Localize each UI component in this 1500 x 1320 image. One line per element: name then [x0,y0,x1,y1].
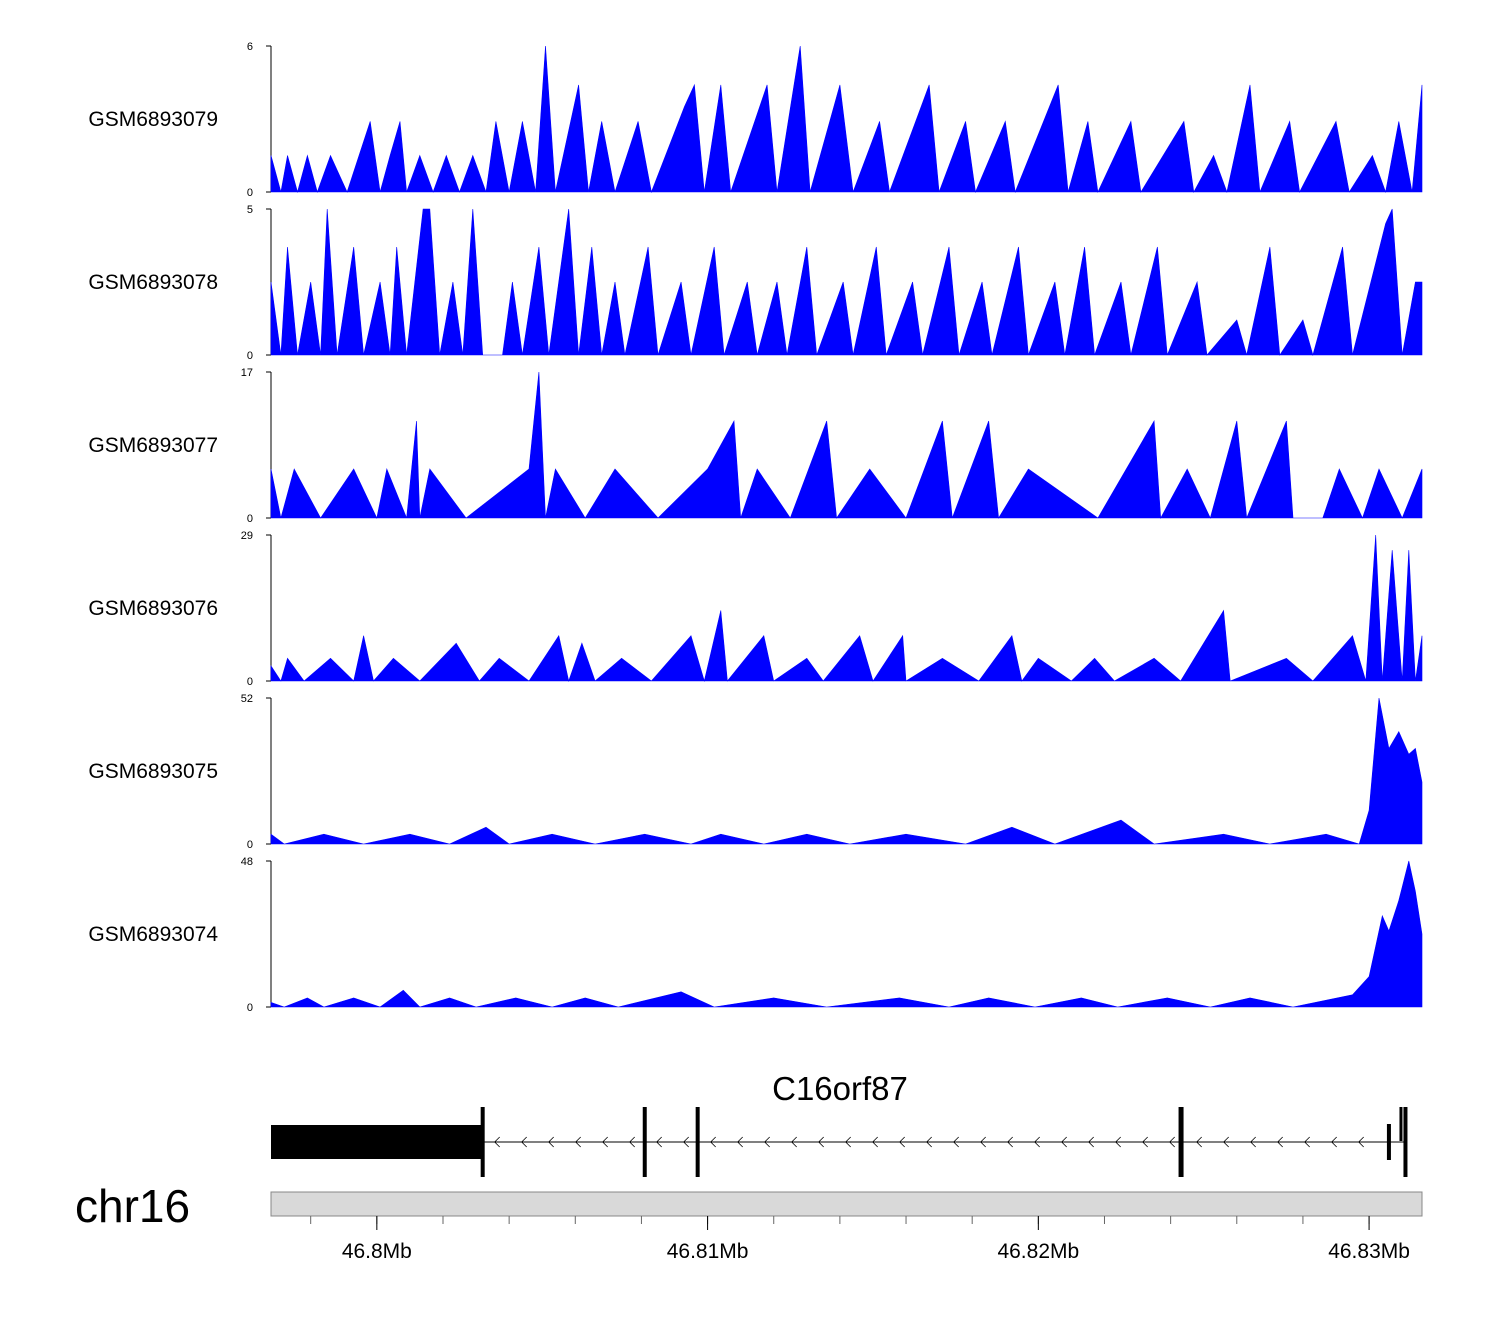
y-max-label: 48 [241,856,253,868]
chromosome-bar [270,1191,1423,1217]
y-min-label: 0 [247,513,253,525]
signal-area [270,534,1423,683]
y-max-label: 6 [247,41,253,53]
strand-arrow [764,1136,770,1148]
strand-arrow [656,1136,662,1148]
gene-track: C16orf87 [271,1070,1408,1177]
strand-arrow [1196,1136,1202,1148]
track-GSM6893079: GSM6893079 6 0 [88,41,1423,199]
strand-arrow [1061,1136,1067,1148]
track-label: GSM6893079 [88,108,218,131]
strand-arrow [1277,1136,1283,1148]
signal-tracks: GSM689307960GSM689307850GSM6893077170GSM… [88,41,1423,1014]
strand-arrow [602,1136,608,1148]
track-GSM6893075: GSM6893075 52 0 [88,693,1423,851]
strand-arrow [1250,1136,1256,1148]
x-tick-label: 46.82Mb [997,1240,1079,1263]
track-label: GSM6893077 [88,434,218,457]
signal-area [270,45,1423,194]
gene-name-label: C16orf87 [772,1070,908,1107]
track-label: GSM6893075 [88,760,218,783]
track-GSM6893076: GSM6893076 29 0 [88,530,1423,688]
y-min-label: 0 [247,187,253,199]
x-tick-label: 46.83Mb [1328,1240,1410,1263]
strand-arrow [1304,1136,1310,1148]
strand-arrow [1223,1136,1229,1148]
signal-area [270,371,1423,520]
y-max-label: 5 [247,204,253,216]
y-max-label: 17 [241,367,253,379]
exon-mark [1403,1107,1408,1177]
strand-arrow [818,1136,824,1148]
exon-mark [1399,1107,1403,1141]
strand-arrow [1358,1136,1364,1148]
strand-arrow [980,1136,986,1148]
track-label: GSM6893074 [88,923,218,946]
exon-mark [642,1107,647,1177]
y-max-label: 52 [241,693,253,705]
exon-mark [1180,1107,1184,1177]
strand-arrow [1088,1136,1094,1148]
strand-arrow [1169,1136,1175,1148]
genomic-axis: chr16 46.8Mb 46.81Mb 46.82Mb 46.83Mb [75,1180,1423,1263]
track-GSM6893074: GSM6893074 48 0 [88,856,1423,1014]
strand-arrow [710,1136,716,1148]
y-min-label: 0 [247,676,253,688]
strand-arrow [575,1136,581,1148]
y-min-label: 0 [247,1002,253,1014]
track-GSM6893077: GSM6893077 17 0 [88,367,1423,525]
strand-arrow [872,1136,878,1148]
exon-mark [480,1107,485,1177]
signal-area [270,860,1423,1008]
strand-arrow [548,1136,554,1148]
strand-arrow [791,1136,797,1148]
strand-arrow [845,1136,851,1148]
strand-arrow [926,1136,932,1148]
strand-arrow [1007,1136,1013,1148]
chromosome-label: chr16 [75,1180,190,1232]
strand-arrow [899,1136,905,1148]
strand-arrow [1034,1136,1040,1148]
strand-arrow [1142,1136,1148,1148]
strand-arrow [629,1136,635,1148]
strand-arrow [1115,1136,1121,1148]
track-label: GSM6893078 [88,271,218,294]
strand-arrow [953,1136,959,1148]
y-max-label: 29 [241,530,253,542]
strand-arrow [494,1136,500,1148]
exon-mark [1386,1124,1391,1160]
y-min-label: 0 [247,839,253,851]
utr-block [271,1125,483,1159]
exon-mark [695,1107,700,1177]
x-tick-label: 46.8Mb [342,1240,412,1263]
y-min-label: 0 [247,350,253,362]
track-GSM6893078: GSM6893078 5 0 [88,204,1423,362]
strand-arrow [521,1136,527,1148]
x-tick-label: 46.81Mb [667,1240,749,1263]
strand-arrow [683,1136,689,1148]
track-label: GSM6893076 [88,597,218,620]
signal-area [270,208,1423,357]
strand-arrow [1331,1136,1337,1148]
strand-arrow [737,1136,743,1148]
signal-area [270,697,1423,845]
